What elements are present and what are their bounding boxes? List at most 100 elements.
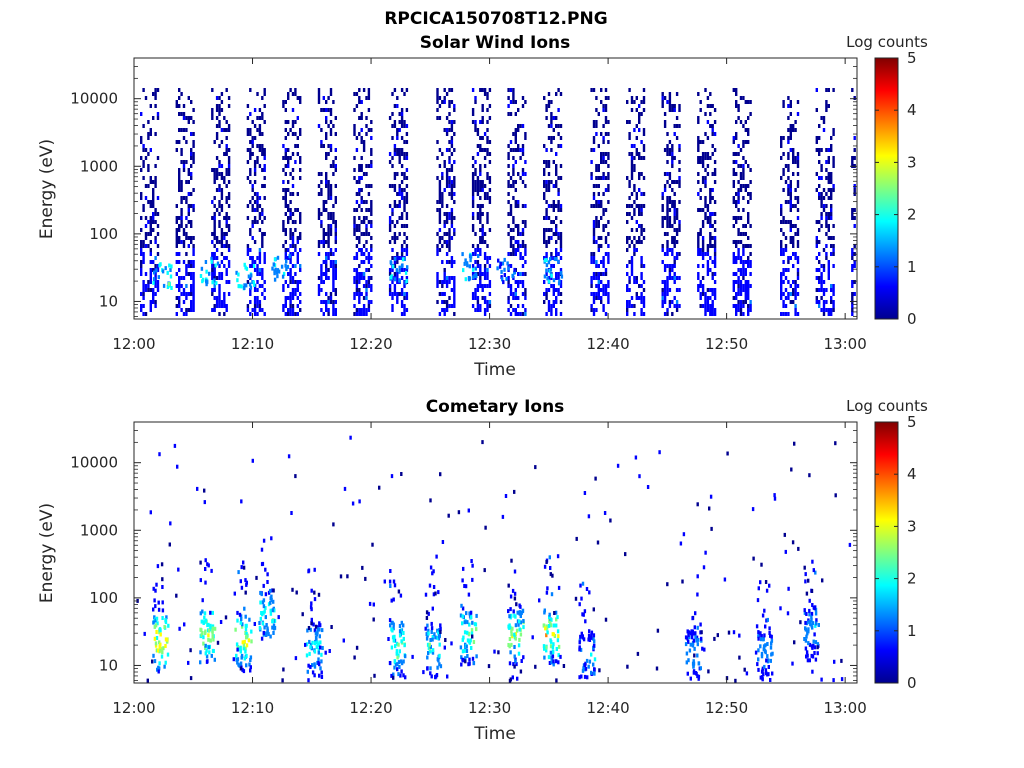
heatmap-cell [351,501,355,506]
heatmap-cell [161,269,165,274]
heatmap-cell [253,308,257,312]
heatmap-cell [658,450,661,455]
heatmap-cell [602,264,605,268]
heatmap-cell [633,188,636,192]
heatmap-cell [519,272,522,276]
heatmap-cell [488,292,492,296]
heatmap-cell [291,292,295,296]
heatmap-cell [157,600,160,605]
heatmap-cell [514,636,517,641]
heatmap-cell [258,252,262,256]
heatmap-cell [438,653,441,658]
heatmap-cell [149,280,152,284]
heatmap-cell [545,296,548,300]
heatmap-cell [367,88,371,92]
heatmap-cell [739,308,743,312]
heatmap-cell [517,228,520,232]
heatmap-cell [794,156,797,160]
heatmap-cell [630,204,634,208]
heatmap-cell [152,192,155,196]
heatmap-cell [616,463,620,468]
heatmap-cell [388,618,392,623]
heatmap-cell [626,120,629,124]
heatmap-cell [820,272,823,276]
heatmap-cell [509,140,513,144]
heatmap-cell [473,274,476,278]
heatmap-cell [402,636,405,641]
heatmap-cell [486,220,489,224]
heatmap-cell [630,256,634,260]
heatmap-cell [353,92,356,96]
heatmap-cell [595,264,598,268]
x-axis: 12:00 12:10 12:20 12:30 12:40 12:50 13:00 [112,58,867,353]
heatmap-cell [543,564,547,569]
heatmap-cell [747,308,750,312]
heatmap-cell [140,260,143,264]
heatmap-cell [262,604,266,609]
heatmap-cell [668,220,672,224]
heatmap-cell [483,300,487,304]
heatmap-cell [709,236,712,240]
heatmap-cell [388,284,392,288]
heatmap-cell [711,272,714,276]
heatmap-cell [215,300,219,304]
heatmap-cell [346,574,349,579]
heatmap-cell [555,272,558,276]
heatmap-cell [628,304,631,308]
heatmap-cell [706,220,710,224]
heatmap-cell [732,160,735,164]
heatmap-cell [294,244,297,248]
heatmap-cell [834,493,837,498]
heatmap-cell [517,204,520,208]
heatmap-cell [697,120,700,124]
heatmap-cell [542,644,546,649]
heatmap-cell [296,312,299,316]
heatmap-cell [696,674,699,679]
heatmap-cell [630,144,634,148]
heatmap-cell [555,232,558,236]
heatmap-cell [192,280,195,284]
heatmap-cell [825,220,828,224]
heatmap-cell [476,216,480,220]
heatmap-cell [642,192,646,196]
heatmap-cell [147,220,150,224]
heatmap-cell [190,224,193,228]
heatmap-cell [543,232,546,236]
heatmap-cell [737,268,740,272]
heatmap-cell [142,164,145,168]
heatmap-cell [479,236,482,240]
heatmap-cell [244,265,247,270]
heatmap-cell [706,156,710,160]
heatmap-cell [773,493,776,498]
heatmap-cell [471,228,475,232]
heatmap-cell [213,140,216,144]
heatmap-cell [640,212,643,216]
heatmap-cell [260,547,264,552]
heatmap-cell [438,208,442,212]
heatmap-cell [739,288,743,292]
heatmap-cell [294,272,297,276]
heatmap-cell [362,172,366,176]
heatmap-cell [789,184,792,188]
heatmap-cell [597,164,600,168]
heatmap-cell [488,228,492,232]
heatmap-cell [510,558,513,563]
heatmap-cell [220,164,224,168]
heatmap-cell [476,144,480,148]
heatmap-cell [711,244,714,248]
heatmap-cell [328,649,331,653]
heatmap-cell [780,276,783,280]
heatmap-cell [812,643,815,648]
heatmap-cell [732,272,735,276]
heatmap-cell [294,288,297,292]
heatmap-cell [479,164,482,168]
heatmap-cell [507,276,510,280]
heatmap-cell [604,288,608,292]
heatmap-cell [180,216,183,220]
heatmap-cell [789,240,792,244]
heatmap-cell [149,288,152,292]
heatmap-cell [737,192,740,196]
heatmap-cell [289,296,292,300]
heatmap-cell [744,268,747,272]
heatmap-cell [663,120,667,124]
